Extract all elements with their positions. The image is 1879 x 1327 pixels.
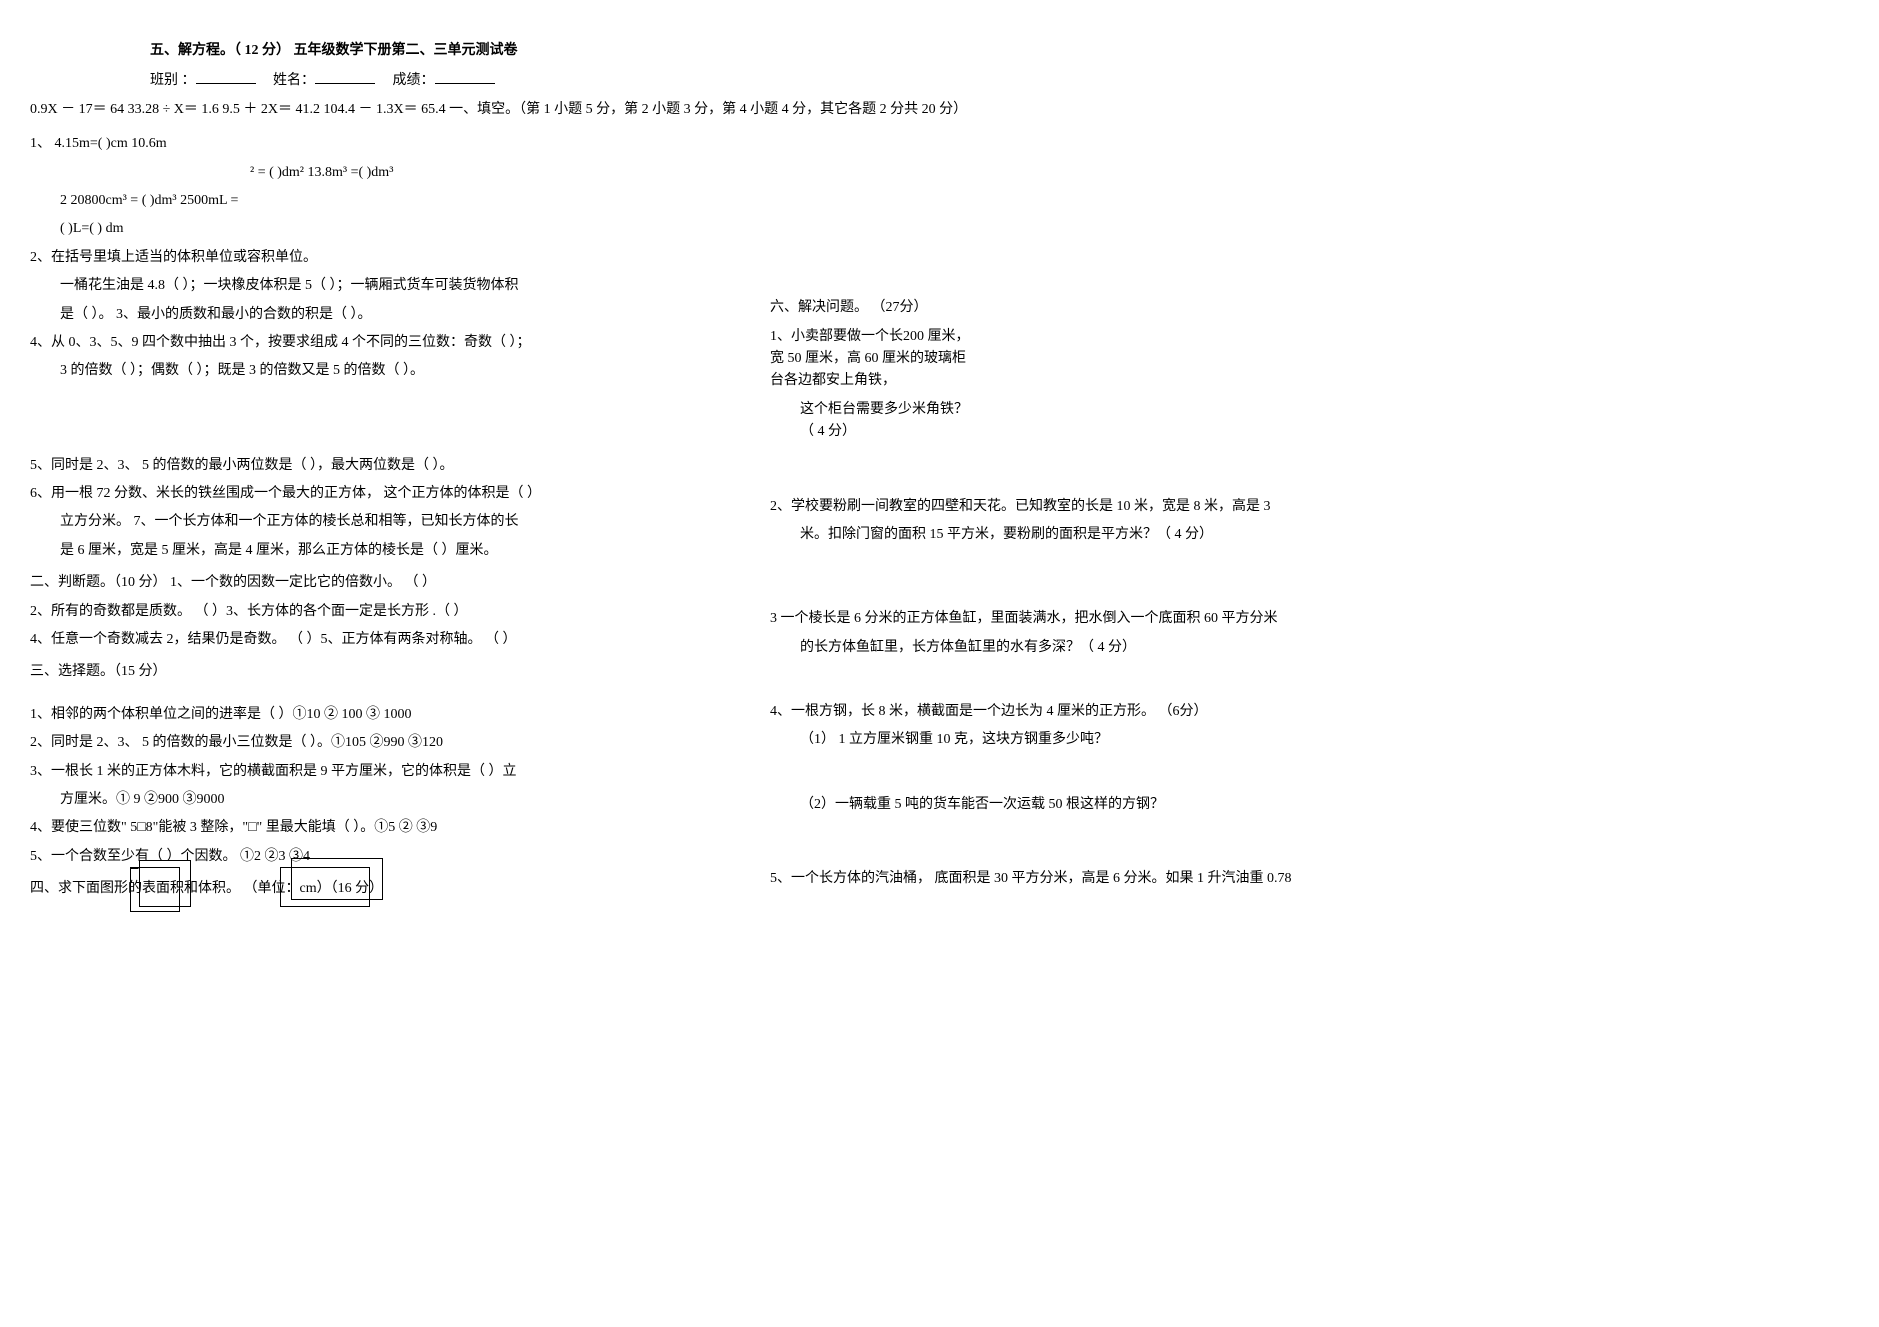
class-blank <box>196 83 256 84</box>
equation-line: 0.9X － 17＝ 64 33.28 ÷ X＝ 1.6 9.5 ＋ 2X＝ 4… <box>30 99 1849 121</box>
choice-3-line1: 方厘米。① 9 ②900 ③9000 <box>30 789 730 811</box>
student-info: 班别 ： 姓名： 成绩： <box>30 70 1849 92</box>
problem-4: 4、一根方钢，长 8 米，横截面是一个边长为 4 厘米的正方形。 （6分） <box>770 701 1849 723</box>
problem-4-line2: （2）一辆载重 5 吨的货车能否一次运载 50 根这样的方钢？ <box>770 794 1849 816</box>
q2: 2、在括号里填上适当的体积单位或容积单位。 <box>30 247 730 269</box>
q1-line4: ( )L=( ) dm <box>30 218 730 240</box>
score-label: 成绩： <box>393 73 435 88</box>
problem-1: 1、小卖部要做一个长200 厘米，宽 50 厘米，高 60 厘米的玻璃柜台各边都… <box>770 326 970 393</box>
q6: 6、用一根 72 分数、米长的铁丝围成一个最大的正方体， 这个正方体的体积是（ … <box>30 483 730 505</box>
page-title: 五、解方程。（ 12 分） 五年级数学下册第二、三单元测试卷 <box>30 40 1849 62</box>
choice-3: 3、一根长 1 米的正方体木料，它的横截面积是 9 平方厘米，它的体积是（ ）立 <box>30 761 730 783</box>
section-3: 三、选择题。（15 分） <box>30 661 730 683</box>
q4-line1: 3 的倍数（ ）；偶数（ ）；既是 3 的倍数又是 5 的倍数（ ）。 <box>30 360 730 382</box>
section-6: 六、解决问题。 （27分） <box>770 297 1849 319</box>
judge-2: 2、所有的奇数都是质数。 （ ）3、长方体的各个面一定是长方形 .（ ） <box>30 601 730 623</box>
choice-4: 4、要使三位数" 5□8"能被 3 整除，"□" 里最大能填（ ）。①5 ② ③… <box>30 817 730 839</box>
problem-4-line1: （1） 1 立方厘米钢重 10 克，这块方钢重多少吨？ <box>770 729 1849 751</box>
q4: 4、从 0、3、5、9 四个数中抽出 3 个，按要求组成 4 个不同的三位数：奇… <box>30 332 730 354</box>
choice-1: 1、相邻的两个体积单位之间的进率是（ ）①10 ② 100 ③ 1000 <box>30 704 730 726</box>
cuboid-shape <box>280 867 370 907</box>
problem-3: 3 一个棱长是 6 分米的正方体鱼缸，里面装满水，把水倒入一个底面积 60 平方… <box>770 608 1849 630</box>
cube-shape <box>130 867 180 912</box>
problem-2-line1: 米。扣除门窗的面积 15 平方米，要粉刷的面积是平方米？（ 4 分） <box>770 524 1849 546</box>
q6-line1: 立方分米。 7、一个长方体和一个正方体的棱长总和相等，已知长方体的长 <box>30 511 730 533</box>
left-column: 1、 4.15m=( )cm 10.6m ² = ( )dm² 13.8m³ =… <box>30 127 730 926</box>
q1-line3: 2 20800cm³ = ( )dm³ 2500mL = <box>30 190 730 212</box>
section-2: 二、判断题。（10 分） 1、一个数的因数一定比它的倍数小。 （ ） <box>30 572 730 594</box>
problem-3-line1: 的长方体鱼缸里，长方体鱼缸里的水有多深？（ 4 分） <box>770 637 1849 659</box>
q5: 5、同时是 2、3、 5 的倍数的最小两位数是（ ），最大两位数是（ ）。 <box>30 455 730 477</box>
class-label: 班别 ： <box>150 73 196 88</box>
q2-line2: 是（ ）。 3、最小的质数和最小的合数的积是（ ）。 <box>30 304 730 326</box>
geometry-shapes <box>30 867 730 927</box>
right-column: 六、解决问题。 （27分） 1、小卖部要做一个长200 厘米，宽 50 厘米，高… <box>770 127 1849 926</box>
q6-line2: 是 6 厘米，宽是 5 厘米，高是 4 厘米，那么正方体的棱长是（ ）厘米。 <box>30 540 730 562</box>
score-blank <box>435 83 495 84</box>
q1-line1: 1、 4.15m=( )cm 10.6m <box>30 133 730 155</box>
problem-2: 2、学校要粉刷一间教室的四壁和天花。已知教室的长是 10 米，宽是 8 米，高是… <box>770 496 1849 518</box>
name-blank <box>315 83 375 84</box>
problem-5: 5、一个长方体的汽油桶， 底面积是 30 平方分米，高是 6 分米。如果 1 升… <box>770 868 1849 890</box>
problem-1-line1: 这个柜台需要多少米角铁？ （ 4 分） <box>770 399 970 444</box>
name-label: 姓名： <box>273 73 315 88</box>
judge-4: 4、任意一个奇数减去 2，结果仍是奇数。 （ ）5、正方体有两条对称轴。 （ ） <box>30 629 730 651</box>
q1-line2: ² = ( )dm² 13.8m³ =( )dm³ <box>30 162 730 184</box>
q2-line1: 一桶花生油是 4.8（ ）；一块橡皮体积是 5（ ）；一辆厢式货车可装货物体积 <box>30 275 730 297</box>
choice-2: 2、同时是 2、3、 5 的倍数的最小三位数是（ ）。①105 ②990 ③12… <box>30 732 730 754</box>
